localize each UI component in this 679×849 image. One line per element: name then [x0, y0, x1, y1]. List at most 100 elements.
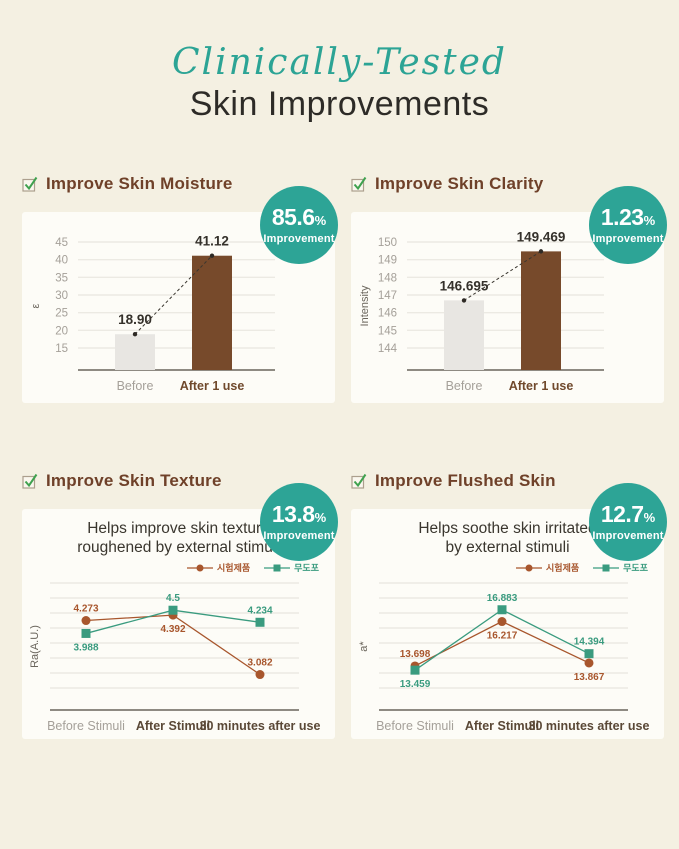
badge-value: 85.6 — [271, 204, 315, 230]
value-label: 14.394 — [574, 637, 605, 648]
chart-card: 13.8% Improvement Helps improve skin tex… — [22, 483, 338, 739]
x-category-label: Before Stimuli — [47, 719, 125, 733]
y-tick-label: 20 — [55, 325, 68, 337]
bar-after — [192, 255, 232, 370]
value-label: 13.867 — [574, 672, 605, 683]
data-point — [132, 332, 138, 337]
value-label: 149.469 — [517, 229, 566, 244]
y-tick-label: 25 — [55, 308, 68, 320]
legend-item: 무도포 — [593, 561, 648, 574]
x-category-label: Before — [446, 379, 483, 393]
badge-percent-sign: % — [643, 510, 656, 525]
chart-title: Helps improve skin texture roughened by … — [77, 520, 280, 556]
data-point-square — [410, 665, 420, 675]
y-tick-label: 145 — [378, 325, 397, 337]
checkbox-icon — [351, 473, 367, 489]
legend-label: 시험제품 — [217, 563, 251, 573]
legend-item: 시험제품 — [187, 561, 250, 574]
section-heading: Improve Flushed Skin — [375, 471, 556, 490]
x-category-label: Before — [117, 379, 154, 393]
chart-card: 12.7% Improvement Helps soothe skin irri… — [351, 483, 667, 739]
section-heading-row: Improve Flushed Skin — [351, 471, 664, 491]
y-tick-label: 148 — [378, 272, 397, 284]
bar-before — [444, 300, 484, 370]
y-tick-label: 144 — [378, 343, 398, 355]
y-axis-label: a* — [358, 641, 370, 652]
checkbox-icon — [22, 176, 38, 192]
value-label: 4.273 — [73, 604, 98, 615]
value-label: 146.695 — [440, 278, 489, 293]
value-label: 41.12 — [195, 234, 229, 249]
data-point-square — [168, 605, 178, 615]
section-skin-texture: Improve Skin Texture 13.8% Improvement H… — [22, 471, 338, 739]
page-header: Clinically-Tested Skin Improvements — [0, 0, 679, 124]
section-skin-moisture: Improve Skin Moisture 85.6% Improvement … — [22, 174, 338, 403]
line-chart-flushed-skin: a* 13.698 16.217 13.867 13.459 16.883 14.394 Be… — [358, 582, 650, 733]
x-category-label: After 1 use — [509, 379, 574, 393]
value-label: 4.234 — [247, 605, 272, 616]
y-tick-label: 149 — [378, 255, 397, 267]
legend-square-marker-icon — [593, 564, 620, 571]
data-point-square — [255, 617, 265, 627]
improvement-badge: 1.23% Improvement — [589, 186, 667, 264]
badge-percent-sign: % — [643, 213, 656, 228]
legend-label: 시험제품 — [546, 563, 580, 573]
x-category-label: 30 minutes after use — [529, 719, 650, 733]
value-label: 16.217 — [487, 631, 518, 642]
data-point-circle — [81, 616, 91, 626]
y-tick-label: 35 — [55, 272, 68, 284]
value-label: 3.082 — [247, 658, 272, 669]
value-label: 13.698 — [400, 649, 431, 660]
section-skin-clarity: Improve Skin Clarity 1.23% Improvement 1… — [351, 174, 667, 403]
data-point-square — [497, 605, 507, 615]
data-point-circle — [584, 658, 594, 668]
data-point-circle — [255, 670, 265, 680]
legend-item: 시험제품 — [516, 561, 579, 574]
data-point-square — [584, 649, 594, 659]
legend-item: 무도포 — [264, 561, 319, 574]
y-tick-label: 150 — [378, 237, 397, 249]
chart-card: 1.23% Improvement 150 149 148 147 146 145 144 I… — [351, 186, 667, 403]
line-chart-skin-texture: Ra(A.U.) 4.273 4.392 3.082 3.988 4.5 4.234 Befo… — [29, 582, 321, 733]
charts-grid: Improve Skin Moisture 85.6% Improvement … — [0, 174, 679, 739]
section-heading: Improve Skin Moisture — [46, 174, 233, 193]
value-label: 4.5 — [166, 593, 180, 604]
section-heading-row: Improve Skin Clarity — [351, 174, 664, 194]
section-heading: Improve Skin Clarity — [375, 174, 544, 193]
bar-before — [115, 334, 155, 370]
legend-circle-marker-icon — [516, 564, 543, 571]
value-label: 16.883 — [487, 593, 518, 604]
badge-value: 12.7 — [600, 501, 644, 527]
y-tick-label: 146 — [378, 308, 397, 320]
data-point — [461, 298, 467, 303]
script-title: Clinically-Tested — [172, 42, 507, 83]
improvement-badge: 85.6% Improvement — [260, 186, 338, 264]
section-heading: Improve Skin Texture — [46, 471, 222, 490]
data-point-square — [81, 628, 91, 638]
badge-label: Improvement — [263, 233, 335, 245]
y-tick-label: 40 — [55, 255, 68, 267]
improvement-badge: 12.7% Improvement — [589, 483, 667, 561]
x-category-label: Before Stimuli — [376, 719, 454, 733]
connector-line — [463, 250, 542, 301]
chart-title: Helps soothe skin irritated by external … — [418, 520, 597, 556]
badge-label: Improvement — [263, 530, 335, 542]
badge-label: Improvement — [592, 233, 664, 245]
badge-value: 13.8 — [271, 501, 315, 527]
x-category-label: After Stimuli — [136, 719, 210, 733]
y-tick-label: 147 — [378, 290, 397, 302]
badge-percent-sign: % — [314, 510, 327, 525]
data-point — [538, 249, 544, 254]
value-label: 3.988 — [73, 642, 98, 653]
bar-after — [521, 251, 561, 370]
section-flushed-skin: Improve Flushed Skin 12.7% Improvement H… — [351, 471, 667, 739]
badge-value: 1.23 — [600, 204, 644, 230]
page-title: Skin Improvements — [189, 85, 490, 123]
value-label: 13.459 — [400, 679, 431, 690]
checkbox-icon — [22, 473, 38, 489]
x-category-label: After 1 use — [180, 379, 245, 393]
connector-line — [134, 255, 213, 335]
x-category-label: 30 minutes after use — [200, 719, 321, 733]
chart-card: 85.6% Improvement 45 40 35 30 25 20 15 ε 18.90 41… — [22, 186, 338, 403]
